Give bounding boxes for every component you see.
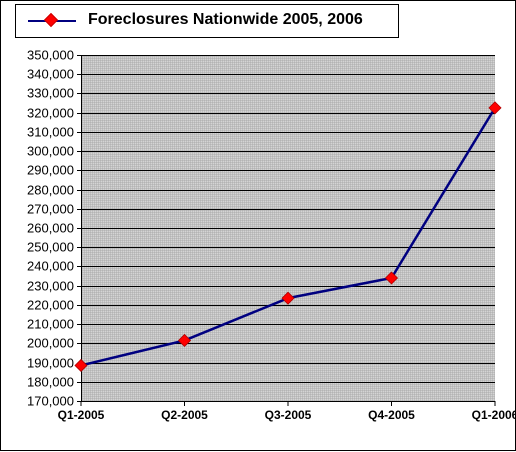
- y-tick-label: 350,000: [27, 48, 74, 63]
- y-tick-label: 210,000: [27, 317, 74, 332]
- y-tick-label: 240,000: [27, 259, 74, 274]
- y-tick-label: 260,000: [27, 221, 74, 236]
- x-tick-label: Q1-2006: [472, 408, 516, 422]
- y-tick-label: 200,000: [27, 336, 74, 351]
- legend-label: Foreclosures Nationwide 2005, 2006: [88, 11, 363, 28]
- x-tick-label: Q1-2005: [58, 408, 105, 422]
- y-tick-label: 280,000: [27, 183, 74, 198]
- y-tick-label: 250,000: [27, 240, 74, 255]
- data-point-marker: [281, 291, 295, 305]
- y-tick-label: 300,000: [27, 144, 74, 159]
- y-tick-label: 220,000: [27, 298, 74, 313]
- y-tick-label: 270,000: [27, 202, 74, 217]
- y-tick-label: 340,000: [27, 67, 74, 82]
- data-point-marker: [488, 101, 502, 115]
- y-tick-label: 190,000: [27, 356, 74, 371]
- y-tick-label: 310,000: [27, 125, 74, 140]
- x-tick-label: Q4-2005: [368, 408, 415, 422]
- x-tick-label: Q2-2005: [161, 408, 208, 422]
- y-tick-label: 330,000: [27, 86, 74, 101]
- y-tick-label: 170,000: [27, 394, 74, 409]
- data-point-marker: [74, 358, 88, 373]
- y-tick-label: 230,000: [27, 279, 74, 294]
- legend: Foreclosures Nationwide 2005, 2006: [15, 4, 399, 38]
- data-point-marker: [177, 333, 192, 348]
- legend-diamond-marker: [43, 12, 59, 28]
- y-tick-label: 180,000: [27, 375, 74, 390]
- y-tick-label: 290,000: [27, 163, 74, 178]
- y-tick-label: 320,000: [27, 106, 74, 121]
- data-point-marker: [384, 271, 399, 285]
- x-tick-label: Q3-2005: [265, 408, 312, 422]
